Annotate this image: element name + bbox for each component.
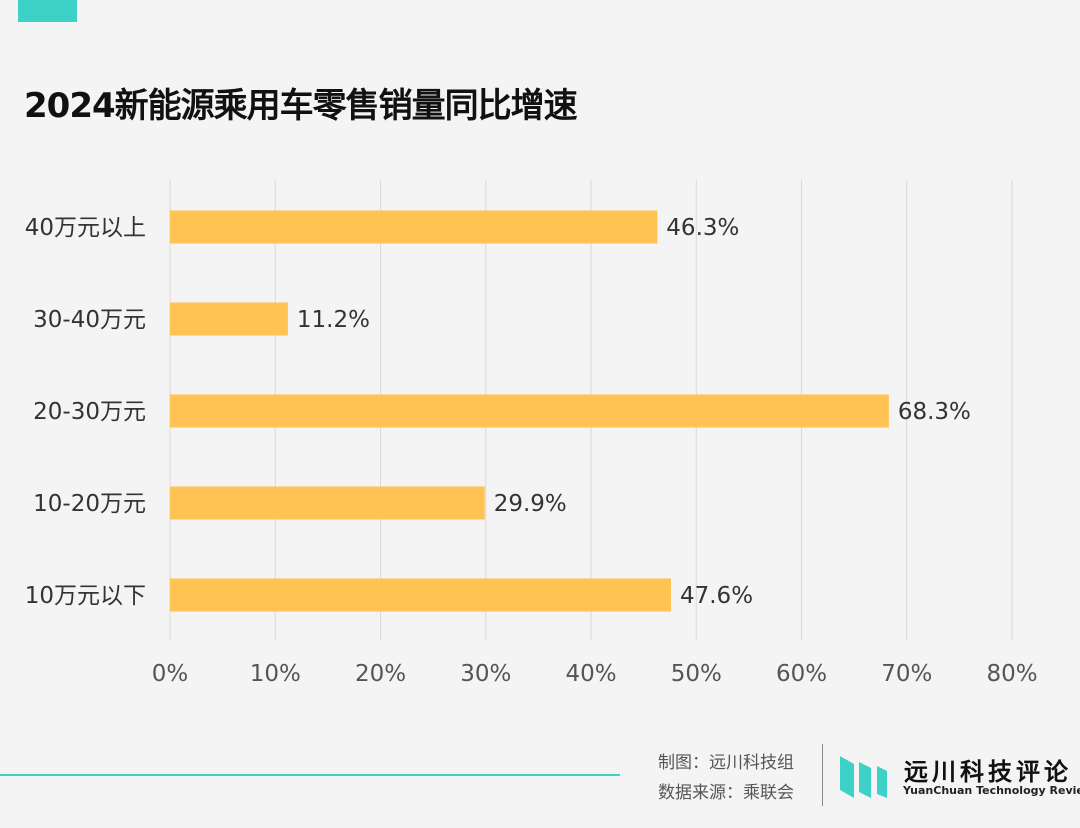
brand-logo: 远川科技评论 YuanChuan Technology Review	[840, 754, 1080, 800]
x-tick-label: 40%	[565, 661, 616, 687]
data-label: 68.3%	[898, 399, 971, 425]
x-tick-label: 20%	[355, 661, 406, 687]
bar	[170, 394, 889, 428]
category-label: 40万元以上	[25, 215, 146, 241]
x-tick-label: 80%	[986, 661, 1037, 687]
bar	[170, 302, 288, 336]
logo-english-name: YuanChuan Technology Review	[903, 784, 1080, 797]
logo-mark-icon	[840, 756, 887, 798]
x-tick-label: 10%	[250, 661, 301, 687]
footer-divider	[822, 744, 823, 806]
x-tick-label: 50%	[671, 661, 722, 687]
x-tick-label: 70%	[881, 661, 932, 687]
bar	[170, 210, 658, 244]
accent-tab	[18, 0, 77, 22]
credit-maker: 制图：远川科技组	[658, 753, 794, 773]
credits: 制图：远川科技组 数据来源：乘联会	[658, 748, 794, 808]
footer-accent-line	[0, 774, 620, 776]
data-label: 29.9%	[494, 491, 567, 517]
data-label: 47.6%	[680, 583, 753, 609]
category-label: 10万元以下	[25, 583, 146, 609]
data-label: 46.3%	[666, 215, 739, 241]
chart-title: 2024新能源乘用车零售销量同比增速	[24, 86, 578, 126]
category-label: 10-20万元	[33, 491, 146, 517]
bar	[170, 578, 671, 612]
category-label: 30-40万元	[33, 307, 146, 333]
x-tick-label: 60%	[776, 661, 827, 687]
bar	[170, 486, 485, 520]
credit-source: 数据来源：乘联会	[658, 783, 794, 803]
category-label: 20-30万元	[33, 399, 146, 425]
bar-chart: 0% 10% 20% 30% 40% 50% 60% 70% 80% 40万元以上 46.3% 30-…	[25, 180, 1038, 687]
x-tick-label: 30%	[460, 661, 511, 687]
logo-chinese-name: 远川科技评论	[904, 758, 1072, 786]
x-tick-label: 0%	[152, 661, 189, 687]
data-label: 11.2%	[297, 307, 370, 333]
